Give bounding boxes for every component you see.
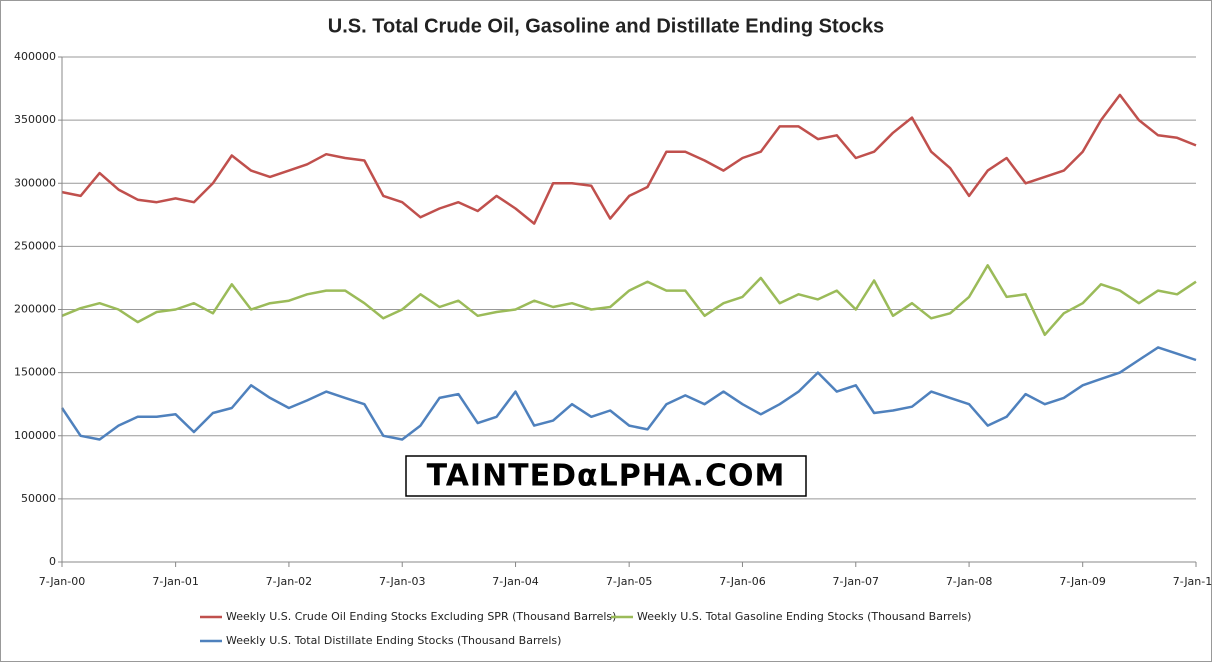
y-tick-label: 50000: [21, 492, 56, 505]
x-tick-label: 7-Jan-04: [492, 575, 539, 588]
x-tick-label: 7-Jan-00: [39, 575, 86, 588]
x-tick-label: 7-Jan-10: [1173, 575, 1212, 588]
y-tick-label: 150000: [14, 366, 56, 379]
x-tick-label: 7-Jan-01: [152, 575, 199, 588]
x-tick-label: 7-Jan-02: [266, 575, 313, 588]
y-tick-label: 300000: [14, 176, 56, 189]
x-tick-label: 7-Jan-09: [1059, 575, 1106, 588]
y-tick-label: 200000: [14, 303, 56, 316]
legend-label: Weekly U.S. Total Gasoline Ending Stocks…: [637, 610, 971, 623]
y-tick-label: 400000: [14, 50, 56, 63]
y-tick-label: 0: [49, 555, 56, 568]
x-tick-label: 7-Jan-07: [833, 575, 880, 588]
series-line: [61, 264, 1197, 337]
legend-label: Weekly U.S. Total Distillate Ending Stoc…: [226, 634, 561, 647]
y-tick-label: 350000: [14, 113, 56, 126]
x-tick-label: 7-Jan-05: [606, 575, 653, 588]
watermark-box: [405, 455, 807, 497]
y-tick-label: 100000: [14, 429, 56, 442]
series-line: [60, 346, 1197, 441]
chart-title: U.S. Total Crude Oil, Gasoline and Disti…: [328, 15, 884, 37]
watermark: TAINTEDαLPHA.COM: [427, 459, 786, 494]
x-tick-label: 7-Jan-06: [719, 575, 766, 588]
y-tick-label: 250000: [14, 239, 56, 252]
series-line: [61, 93, 1197, 225]
x-tick-label: 7-Jan-03: [379, 575, 426, 588]
x-tick-label: 7-Jan-08: [946, 575, 993, 588]
legend-label: Weekly U.S. Crude Oil Ending Stocks Excl…: [226, 610, 616, 623]
